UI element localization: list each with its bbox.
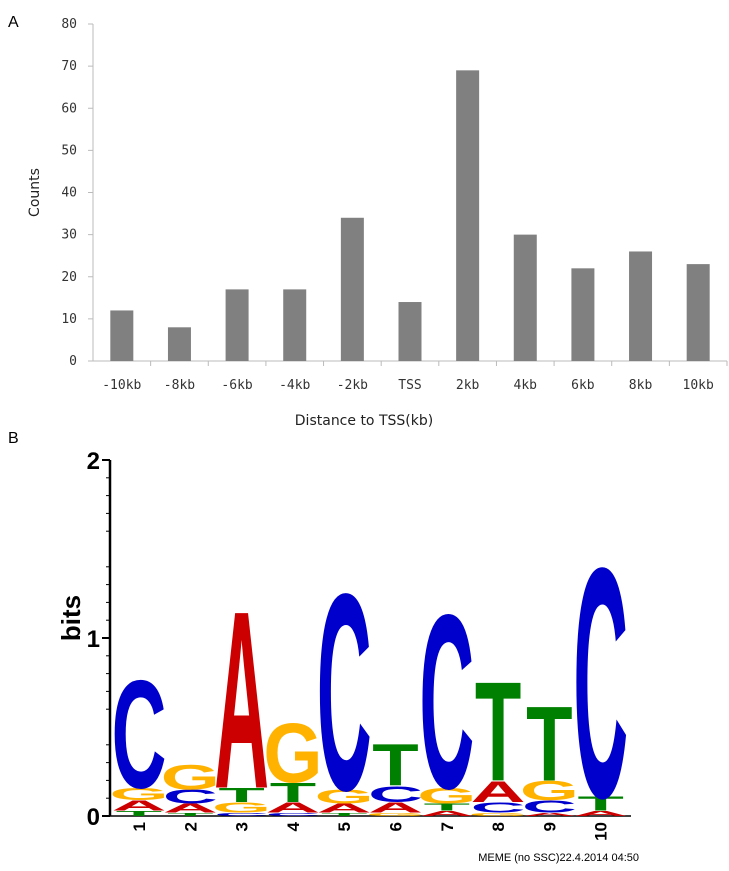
- x-tick-label: 8kb: [629, 378, 653, 393]
- logo-letter: G: [161, 758, 220, 797]
- bar: [167, 327, 191, 361]
- y-tick-label: 40: [61, 186, 77, 201]
- x-tick-label: -2kb: [337, 378, 368, 393]
- y-axis-title: Counts: [27, 168, 43, 217]
- logo-letter: C: [112, 648, 167, 821]
- logo-letter: T: [526, 684, 572, 804]
- logo-letter: C: [214, 812, 269, 818]
- logo-letter: G: [366, 812, 425, 818]
- x-tick-label: 3: [233, 822, 252, 831]
- logo-letter: A: [573, 809, 628, 817]
- bar: [110, 310, 134, 361]
- logo-letter: A: [317, 801, 372, 815]
- logo-letter: C: [317, 535, 372, 849]
- logo-letter: C: [471, 799, 526, 816]
- logo-letter: G: [212, 799, 271, 816]
- sequence-logo: 012bitsTAGC1TACG2CGTA3CATG4TAGC5GACT6ATG…: [56, 448, 631, 860]
- y-tick-label: 1: [87, 626, 100, 653]
- bar: [225, 289, 249, 361]
- logo-letter: T: [475, 653, 521, 811]
- x-tick-label: 7: [438, 822, 457, 831]
- x-tick-label: 2: [181, 822, 200, 831]
- logo-letter: A: [419, 809, 474, 817]
- bar: [456, 70, 480, 362]
- y-tick-label: 70: [61, 59, 77, 74]
- y-axis-title: bits: [56, 595, 86, 641]
- x-tick-label: 5: [335, 822, 354, 831]
- logo-letter: A: [214, 559, 269, 842]
- panel-a-label: A: [8, 14, 19, 31]
- y-tick-label: 50: [61, 143, 77, 158]
- y-tick-label: 80: [61, 17, 77, 32]
- logo-letter: G: [315, 786, 374, 808]
- x-tick-label: 10kb: [683, 378, 714, 393]
- logo-letter: T: [424, 802, 470, 813]
- logo-letter: G: [417, 783, 476, 808]
- x-tick-label: -10kb: [102, 378, 141, 393]
- logo-letter: C: [419, 563, 474, 840]
- logo-letter: C: [522, 797, 577, 817]
- x-tick-label: 8: [489, 822, 508, 831]
- x-tick-label: 4: [284, 821, 303, 831]
- x-tick-label: 2kb: [456, 378, 480, 393]
- x-tick-label: 6: [387, 822, 406, 831]
- bar: [686, 264, 710, 361]
- logo-letter: T: [321, 812, 368, 818]
- logo-letter: T: [116, 809, 162, 817]
- logo-letter: G: [520, 776, 579, 807]
- logo-letter: G: [263, 706, 322, 801]
- logo-letter: G: [469, 812, 528, 818]
- bar: [340, 217, 364, 361]
- logo-letter: A: [522, 812, 577, 818]
- logo-letter: A: [471, 775, 526, 808]
- y-tick-label: 60: [61, 101, 77, 116]
- meme-footer: MEME (no SSC)22.4.2014 04:50: [478, 852, 639, 864]
- logo-letter: A: [368, 799, 423, 816]
- logo-letter: T: [218, 784, 265, 806]
- logo-letter: T: [167, 812, 214, 818]
- logo-letter: C: [265, 812, 320, 818]
- y-tick-label: 10: [61, 312, 77, 327]
- logo-letter: A: [112, 797, 167, 814]
- bar: [571, 268, 595, 361]
- logo-letter: T: [372, 732, 418, 798]
- bar-chart: 0 10 20 30 40 50 60 70 80 -10kb -8kb -6kb -4kb -2kb TS…: [27, 17, 728, 429]
- y-tick-label: 2: [87, 448, 100, 475]
- bar: [398, 302, 422, 361]
- x-tick-label: -8kb: [164, 378, 195, 393]
- logo-letter: C: [368, 781, 423, 806]
- y-tick-label: 20: [61, 270, 77, 285]
- x-tick-label: -6kb: [221, 378, 252, 393]
- logo-letter: G: [109, 784, 168, 804]
- panel-b-label: B: [8, 430, 19, 447]
- logo-letter: C: [573, 500, 628, 860]
- bar: [283, 289, 307, 361]
- x-tick-label: 9: [540, 822, 559, 831]
- y-tick-label: 0: [69, 354, 77, 369]
- bar: [513, 234, 537, 361]
- y-tick-label: 0: [87, 804, 100, 831]
- x-tick-label: TSS: [398, 378, 421, 393]
- x-axis-title: Distance to TSS(kb): [295, 413, 433, 429]
- logo-letter: T: [270, 777, 317, 808]
- logo-letter: C: [163, 786, 218, 808]
- x-tick-label: -4kb: [279, 378, 310, 393]
- logo-letter: A: [265, 799, 320, 816]
- logo-letter: A: [163, 801, 218, 815]
- x-tick-label: 6kb: [571, 378, 595, 393]
- y-tick-label: 30: [61, 228, 77, 243]
- bar: [629, 251, 653, 361]
- logo-letter: T: [577, 793, 624, 815]
- x-tick-label: 4kb: [514, 378, 538, 393]
- x-tick-label: 1: [130, 822, 149, 831]
- x-tick-label: 10: [592, 822, 611, 841]
